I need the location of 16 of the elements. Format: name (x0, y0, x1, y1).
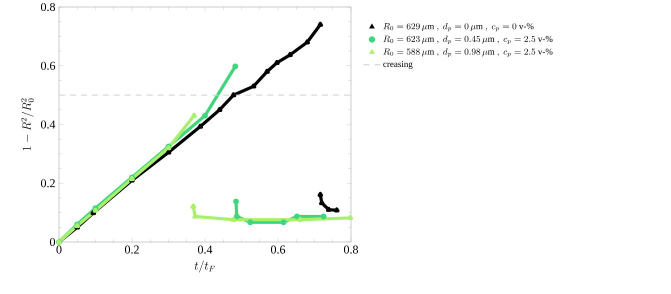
legend-label: $R_0 = 623\,\mu\mathrm{m}\ ,\ d_p = 0.45\,\mu\mathrm{m}\ ,\ c_p = 2.5\ \mathrm{v}\textrm{-}\%$ (383, 36, 553, 44)
x-tick-label: 0.6 (270, 246, 286, 254)
y-tick-label: 0.4 (40, 120, 56, 129)
legend-label: $R_0 = 629\,\mu\mathrm{m}\ ,\ d_p = 0\,\mu\mathrm{m}\ ,\ c_p = 0\ \mathrm{v}\textrm{-}\%$ (383, 22, 534, 32)
y-tick-label: 0.6 (40, 62, 56, 70)
legend-label: creasing (383, 61, 413, 69)
x-tick-label: 0.8 (344, 246, 358, 254)
y-tick-label: 0 (50, 238, 56, 246)
x-tick-label: 0.4 (198, 246, 212, 254)
y-tick-label: 0.2 (40, 179, 55, 188)
y-tick-label: 0.8 (40, 2, 56, 12)
x-tick-label: 0.2 (124, 246, 139, 254)
y-axis-title: $1-R^2/R_0^2$ (21, 98, 34, 150)
x-tick-label: 0 (56, 246, 62, 254)
x-axis-title: $t/t_F$ (194, 260, 215, 272)
legend-label: $R_0 = 588\,\mu\mathrm{m}\ ,\ d_p = 0.98\,\mu\mathrm{m}\ ,\ c_p = 2.5\ \mathrm{v}\textrm{-}\%$ (383, 48, 553, 57)
